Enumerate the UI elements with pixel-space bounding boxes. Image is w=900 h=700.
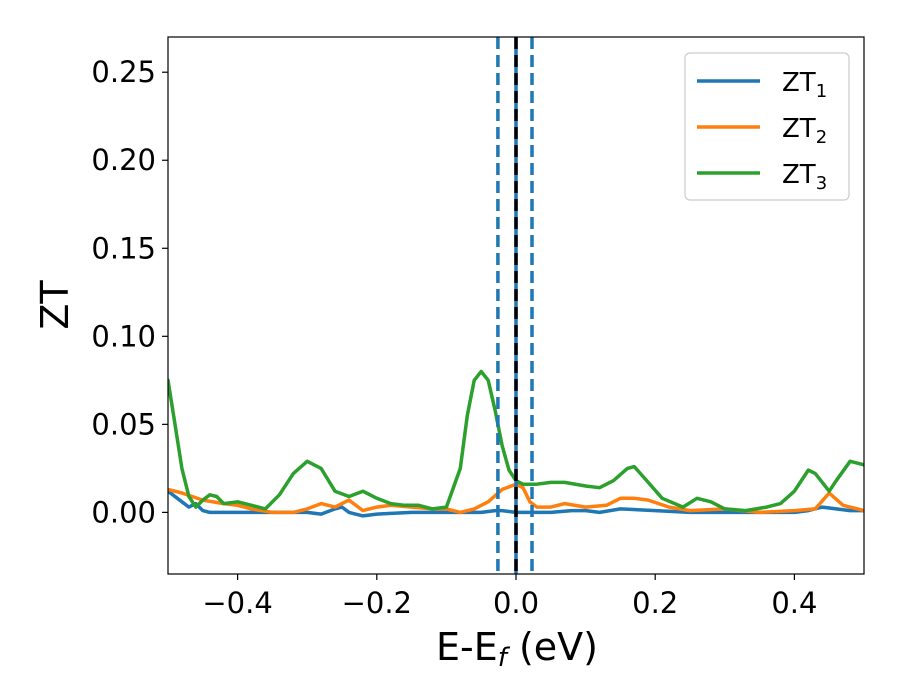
series-line-3 [168, 369, 864, 513]
legend-box [684, 52, 850, 201]
legend-label-sub-2: 2 [816, 127, 827, 148]
legend-label-main-3: ZT [782, 160, 816, 190]
series-lines [168, 369, 864, 518]
legend-label-2: ZT2 [782, 114, 827, 148]
legend-label-sub-1: 1 [816, 81, 827, 102]
series-line-2 [168, 482, 864, 515]
y-tick-label-4: 0.20 [91, 143, 156, 177]
y-axis-label: ZT [33, 280, 77, 330]
x-axis-label-main: E-E [436, 625, 498, 669]
x-axis-label: E-Ef (eV) [436, 625, 598, 673]
x-axis: −0.4 −0.2 0.0 0.2 0.4 [202, 574, 817, 620]
y-tick-label-1: 0.05 [91, 407, 156, 441]
y-tick-label-3: 0.15 [91, 231, 156, 265]
x-axis-label-unit: (eV) [507, 625, 598, 669]
y-tick-label-0: 0.00 [91, 495, 156, 529]
x-tick-label-4: 0.4 [771, 586, 817, 620]
y-tick-label-5: 0.25 [91, 55, 156, 89]
legend-label-3: ZT3 [782, 160, 827, 194]
legend-label-main-1: ZT [782, 68, 816, 98]
x-tick-label-1: −0.2 [342, 586, 412, 620]
legend-label-main-2: ZT [782, 114, 816, 144]
x-tick-label-2: 0.0 [493, 586, 539, 620]
y-axis: 0.00 0.05 0.10 0.15 0.20 0.25 [91, 55, 168, 529]
legend-label-sub-3: 3 [816, 173, 827, 194]
legend-label-1: ZT1 [782, 68, 827, 102]
x-tick-label-3: 0.2 [632, 586, 678, 620]
x-tick-label-0: −0.4 [202, 586, 272, 620]
reference-lines [496, 37, 534, 574]
y-tick-label-2: 0.10 [91, 319, 156, 353]
